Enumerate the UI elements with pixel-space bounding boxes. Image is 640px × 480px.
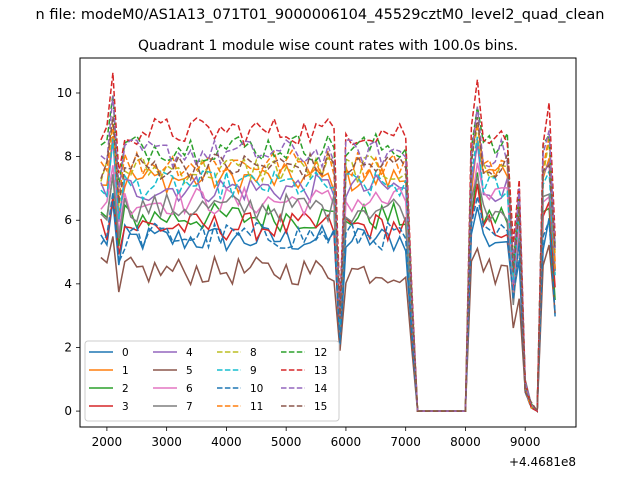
legend-label-13: 13 <box>314 365 327 377</box>
series-line-3 <box>100 183 556 413</box>
legend-label-9: 9 <box>250 365 257 377</box>
series-line-0 <box>100 201 556 413</box>
x-offset-label: +4.4681e8 <box>509 455 576 469</box>
legend-label-10: 10 <box>250 383 263 395</box>
legend-label-14: 14 <box>314 383 328 395</box>
legend-label-8: 8 <box>250 347 257 359</box>
x-tick-label: 6000 <box>331 435 362 449</box>
y-tick-label: 6 <box>64 213 72 227</box>
legend-frame <box>84 340 340 422</box>
series-line-10 <box>100 192 556 413</box>
series-line-5 <box>100 236 556 413</box>
y-axis: 0 2 4 6 8 10 <box>57 86 80 418</box>
series-line-15 <box>100 116 556 414</box>
series-line-6 <box>100 162 556 413</box>
legend-label-0: 0 <box>122 347 129 359</box>
series-line-12 <box>100 94 556 413</box>
x-axis: 2000 3000 4000 5000 6000 7000 8000 9000 <box>92 427 541 449</box>
legend-label-7: 7 <box>186 401 193 413</box>
x-tick-label: 9000 <box>510 435 541 449</box>
series-line-14 <box>100 95 556 414</box>
x-tick-label: 7000 <box>390 435 421 449</box>
series-layer <box>100 72 556 414</box>
legend-label-12: 12 <box>314 347 327 359</box>
suptitle: n file: modeM0/AS1A13_071T01_9000006104_… <box>36 7 605 23</box>
series-line-13 <box>100 72 556 413</box>
x-tick-label: 4000 <box>211 435 242 449</box>
legend-label-1: 1 <box>122 365 129 377</box>
legend-label-6: 6 <box>186 383 193 395</box>
legend-label-2: 2 <box>122 383 129 395</box>
legend-label-5: 5 <box>186 365 193 377</box>
series-line-11 <box>100 123 556 413</box>
plot-area: 2000 3000 4000 5000 6000 7000 8000 9000 0246810… <box>57 57 577 469</box>
chart-title: Quadrant 1 module wise count rates with … <box>138 38 518 54</box>
x-tick-label: 2000 <box>92 435 123 449</box>
y-tick-label: 2 <box>64 340 72 354</box>
y-tick-label: 0 <box>64 404 72 418</box>
series-line-7 <box>100 174 556 414</box>
axes-frame <box>79 57 577 428</box>
legend-label-11: 11 <box>250 401 263 413</box>
x-tick-label: 8000 <box>450 435 481 449</box>
legend-label-15: 15 <box>314 401 327 413</box>
legend-label-4: 4 <box>186 347 193 359</box>
x-tick-label: 5000 <box>271 435 302 449</box>
y-tick-label: 4 <box>64 277 72 291</box>
y-tick-label: 8 <box>64 150 72 164</box>
legend-label-3: 3 <box>122 401 129 413</box>
y-tick-label: 10 <box>57 86 72 100</box>
x-tick-label: 3000 <box>151 435 182 449</box>
series-line-2 <box>100 172 556 414</box>
